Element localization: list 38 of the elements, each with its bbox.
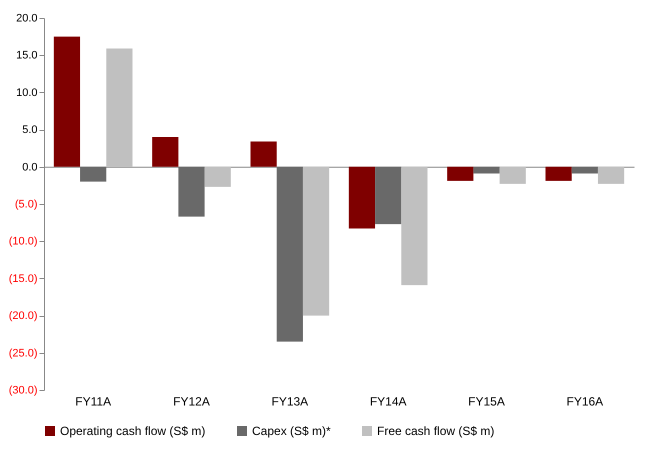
bar	[473, 166, 500, 174]
bar	[302, 166, 330, 316]
bar	[447, 166, 474, 181]
x-tick-label: FY13A	[271, 394, 308, 408]
bar	[54, 36, 80, 167]
x-tick-label: FY16A	[566, 394, 604, 408]
y-tick-label: (20.0)	[8, 310, 38, 322]
bar	[152, 137, 178, 167]
bar	[80, 166, 106, 182]
bar	[401, 166, 428, 286]
legend-label: Free cash flow (S$ m)	[377, 424, 494, 438]
y-tick-label: 5.0	[22, 124, 38, 136]
bar	[250, 142, 277, 167]
x-tick-label: FY15A	[468, 394, 505, 408]
x-tick-label: FY14A	[370, 394, 407, 408]
bar	[106, 48, 132, 167]
bar	[572, 166, 598, 174]
y-tick-label: 15.0	[16, 50, 38, 62]
bar	[598, 166, 624, 184]
bar	[375, 166, 402, 224]
y-tick-label: (15.0)	[8, 272, 38, 285]
y-tick-label: (10.0)	[8, 236, 38, 248]
x-tick-label: FY11A	[75, 394, 112, 408]
bar	[500, 166, 526, 184]
bar	[546, 166, 572, 181]
y-tick-label: 0.0	[22, 161, 38, 174]
y-tick-label: 10.0	[16, 86, 38, 99]
y-tick-label: (5.0)	[14, 198, 38, 210]
bar	[178, 166, 205, 217]
y-tick-label: (30.0)	[8, 384, 38, 396]
legend-label: Capex (S$ m)*	[252, 424, 332, 438]
y-tick-label: 20.0	[16, 12, 38, 24]
bar	[204, 166, 231, 187]
x-tick-label: FY12A	[173, 394, 210, 408]
legend-label: Operating cash flow (S$ m)	[60, 424, 206, 438]
bar	[276, 166, 303, 342]
bar	[348, 166, 376, 229]
y-tick-label: (25.0)	[8, 347, 38, 360]
